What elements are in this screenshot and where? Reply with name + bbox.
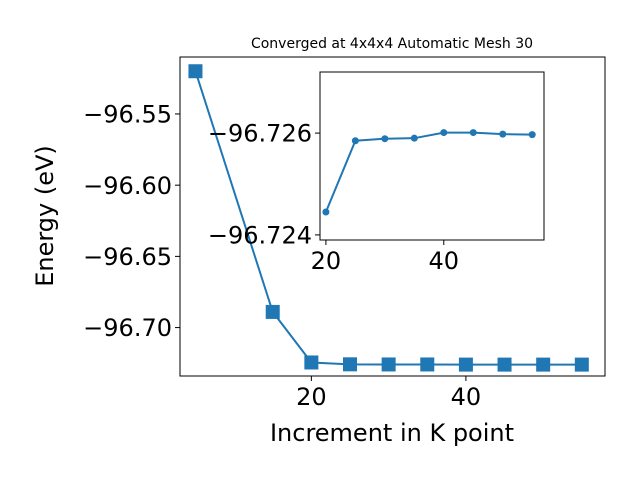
main-axis-ticks: 20 40 −96.55 −96.60 −96.65 −96.70 (83, 101, 481, 411)
main-data-point (420, 357, 435, 372)
main-y-tick-label: −96.70 (83, 314, 172, 342)
main-x-axis-label: Increment in K point (270, 419, 514, 447)
inset-plot-frame (319, 71, 545, 241)
inset-data-point (410, 134, 418, 142)
inset-data-point (528, 131, 536, 139)
main-data-point (458, 357, 473, 372)
main-data-point (304, 355, 319, 370)
main-y-tick-label: −96.55 (83, 101, 172, 129)
main-plot-frame (179, 56, 606, 377)
main-y-tick-label: −96.60 (83, 172, 172, 200)
inset-x-tick-label: 20 (311, 247, 342, 275)
main-y-axis-label: Energy (eV) (31, 145, 59, 287)
inset-y-tick-label: −96.726 (208, 120, 312, 148)
inset-axis-ticks: 20 40 −96.726 −96.724 (208, 120, 459, 275)
main-y-tick-label: −96.65 (83, 243, 172, 271)
inset-x-tick-label: 40 (429, 247, 460, 275)
main-data-point (536, 357, 551, 372)
main-data-point (265, 304, 280, 319)
main-data-point (574, 357, 589, 372)
main-series-energy (188, 64, 589, 372)
main-chart-title: Converged at 4x4x4 Automatic Mesh 30 (251, 36, 533, 52)
inset-data-point (440, 129, 448, 137)
inset-y-tick-label: −96.724 (208, 222, 312, 250)
inset-data-point (499, 130, 507, 138)
inset-series-energy (322, 129, 536, 216)
main-data-point (381, 357, 396, 372)
main-data-point (343, 357, 357, 372)
main-data-point (188, 64, 203, 79)
inset-data-point (322, 208, 330, 216)
inset-data-point (381, 135, 389, 143)
inset-data-point (351, 137, 359, 145)
inset-series-line (324, 131, 533, 213)
main-data-point (497, 357, 512, 372)
main-x-tick-label: 40 (451, 383, 482, 411)
main-x-tick-label: 20 (296, 383, 327, 411)
main-series-line (194, 70, 582, 366)
inset-data-point (469, 129, 477, 137)
